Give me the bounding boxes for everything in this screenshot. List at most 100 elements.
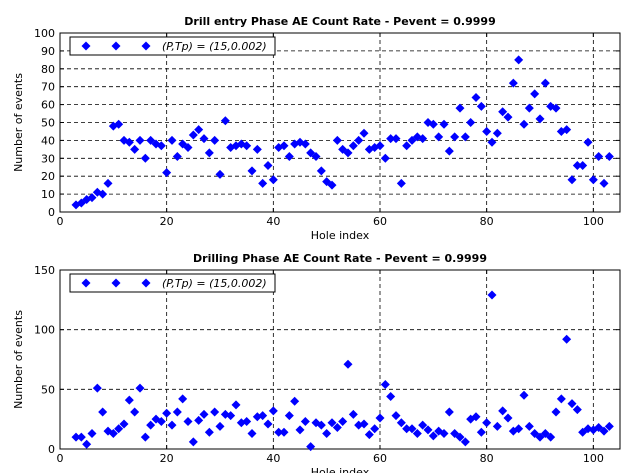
data-point	[98, 407, 108, 417]
legend-marker	[111, 41, 121, 51]
data-point	[508, 78, 518, 88]
y-tick-label: 10	[41, 188, 55, 201]
data-point	[199, 134, 209, 144]
y-tick-label: 20	[41, 170, 55, 183]
x-tick-label: 100	[583, 452, 604, 465]
data-point	[290, 396, 300, 406]
data-point	[279, 141, 289, 151]
data-point	[514, 55, 524, 65]
data-point	[300, 139, 310, 149]
data-point	[476, 101, 486, 111]
y-tick-label: 80	[41, 63, 55, 76]
data-point	[450, 132, 460, 142]
data-point	[199, 409, 209, 419]
data-point	[492, 128, 502, 138]
data-point	[226, 411, 236, 421]
x-tick-label: 0	[57, 215, 64, 228]
data-point	[87, 193, 97, 203]
data-point	[599, 426, 609, 436]
data-point	[140, 153, 150, 163]
data-point	[380, 380, 390, 390]
data-point	[242, 417, 252, 427]
data-point	[114, 424, 124, 434]
data-point	[599, 178, 609, 188]
legend-box	[69, 273, 276, 293]
data-point	[322, 428, 332, 438]
data-point	[140, 432, 150, 442]
x-tick-label: 40	[266, 215, 280, 228]
data-point	[343, 148, 353, 158]
legend-label: (P,Tp) = (15,0.002)	[162, 40, 267, 53]
data-point	[386, 134, 396, 144]
data-point	[546, 432, 556, 442]
legend-label: (P,Tp) = (15,0.002)	[162, 277, 267, 290]
data-point	[188, 437, 198, 447]
data-point	[503, 413, 513, 423]
x-tick-label: 60	[373, 215, 387, 228]
data-point	[263, 419, 273, 429]
x-tick-label: 20	[160, 452, 174, 465]
data-point	[215, 421, 225, 431]
data-point	[562, 334, 572, 344]
data-point	[247, 166, 257, 176]
data-point	[71, 432, 81, 442]
y-tick-label: 60	[41, 99, 55, 112]
data-point	[444, 407, 454, 417]
data-point	[524, 421, 534, 431]
data-point	[567, 175, 577, 185]
data-point	[178, 394, 188, 404]
data-point	[114, 119, 124, 129]
x-tick-label: 40	[266, 452, 280, 465]
y-tick-label: 90	[41, 45, 55, 58]
data-point	[487, 290, 497, 300]
data-point	[444, 146, 454, 156]
data-point	[562, 125, 572, 135]
data-point	[284, 411, 294, 421]
data-point	[460, 437, 470, 447]
data-point	[108, 428, 118, 438]
data-point	[183, 143, 193, 153]
data-point	[311, 152, 321, 162]
x-tick-label: 100	[583, 215, 604, 228]
data-point	[284, 152, 294, 162]
data-point	[423, 425, 433, 435]
data-point	[172, 152, 182, 162]
data-point	[332, 135, 342, 145]
data-point	[434, 132, 444, 142]
data-point	[295, 425, 305, 435]
data-point	[402, 141, 412, 151]
data-point	[583, 137, 593, 147]
legend-marker	[111, 278, 121, 288]
data-point	[396, 178, 406, 188]
data-point	[274, 427, 284, 437]
data-point	[476, 427, 486, 437]
data-point	[396, 418, 406, 428]
data-point	[124, 395, 134, 405]
data-point	[172, 407, 182, 417]
data-point	[332, 423, 342, 433]
data-point	[247, 428, 257, 438]
data-point	[130, 407, 140, 417]
data-point	[391, 134, 401, 144]
data-point	[439, 119, 449, 129]
data-point	[167, 135, 177, 145]
data-point	[572, 160, 582, 170]
data-point	[327, 418, 337, 428]
y-tick-label: 100	[34, 324, 55, 337]
data-point	[391, 411, 401, 421]
data-point	[455, 103, 465, 113]
data-point	[418, 134, 428, 144]
chart-panel-1: Drill entry Phase AE Count Rate - Pevent…	[12, 15, 621, 242]
data-point	[482, 418, 492, 428]
data-point	[343, 359, 353, 369]
data-point	[588, 175, 598, 185]
data-point	[428, 431, 438, 441]
data-point	[231, 400, 241, 410]
data-point	[167, 420, 177, 430]
y-axis-label: Number of events	[12, 73, 25, 172]
data-point	[519, 390, 529, 400]
data-point	[162, 168, 172, 178]
data-point	[204, 148, 214, 158]
data-point	[354, 135, 364, 145]
data-point	[567, 399, 577, 409]
